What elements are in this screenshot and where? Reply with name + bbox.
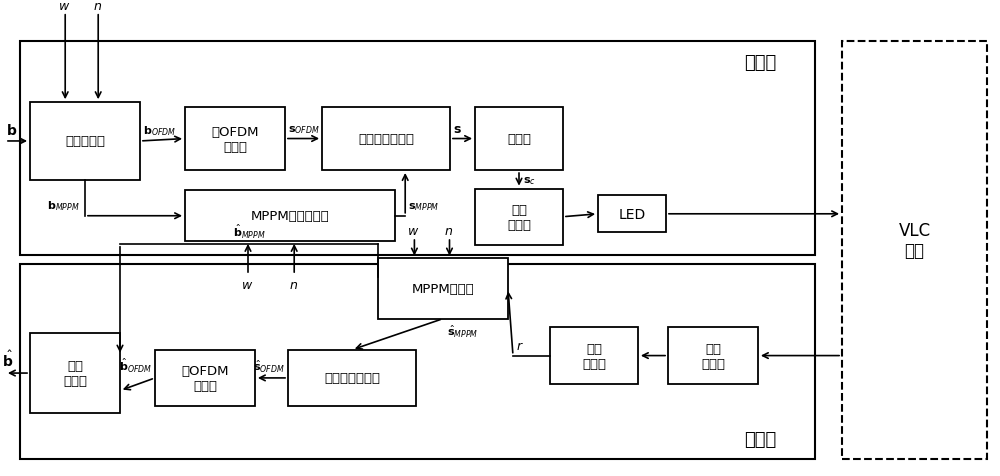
Text: 接收机: 接收机 (744, 430, 776, 448)
Text: $\hat{\mathbf{b}}$: $\hat{\mathbf{b}}$ (2, 349, 13, 369)
Bar (20, 42, 815, 255)
Text: 数据
组合器: 数据 组合器 (63, 359, 87, 387)
Text: $\hat{\mathbf{b}}_{\mathit{MPPM}}$: $\hat{\mathbf{b}}_{\mathit{MPPM}}$ (233, 222, 265, 240)
Text: $\mathbf{b}_{\mathit{MPPM}}$: $\mathbf{b}_{\mathit{MPPM}}$ (47, 198, 80, 212)
Text: 数据分配器: 数据分配器 (65, 135, 105, 148)
Text: $\hat{\mathbf{s}}_{\mathit{MPPM}}$: $\hat{\mathbf{s}}_{\mathit{MPPM}}$ (447, 323, 478, 339)
Text: $w$: $w$ (58, 0, 70, 13)
Text: $n$: $n$ (93, 0, 102, 13)
Bar (475, 189, 563, 245)
Text: $\mathbf{b}_{\mathit{OFDM}}$: $\mathbf{b}_{\mathit{OFDM}}$ (143, 124, 176, 138)
Bar (550, 328, 638, 384)
Text: $\hat{\mathbf{s}}_{\mathit{OFDM}}$: $\hat{\mathbf{s}}_{\mathit{OFDM}}$ (253, 358, 285, 374)
Text: $\mathbf{s}_{\mathit{OFDM}}$: $\mathbf{s}_{\mathit{OFDM}}$ (288, 124, 320, 135)
Text: $n$: $n$ (444, 225, 454, 238)
Bar (322, 108, 450, 171)
Bar (185, 191, 395, 241)
Bar (185, 108, 285, 171)
Text: $\hat{\mathbf{b}}_{\mathit{OFDM}}$: $\hat{\mathbf{b}}_{\mathit{OFDM}}$ (119, 356, 152, 374)
Text: $r$: $r$ (516, 339, 524, 352)
Text: LED: LED (618, 208, 646, 221)
Bar (20, 265, 815, 458)
Text: 发射机: 发射机 (744, 54, 776, 72)
Bar (155, 350, 255, 406)
Text: 截断器: 截断器 (507, 133, 531, 146)
Text: $w$: $w$ (407, 225, 420, 238)
Text: 模数
转换器: 模数 转换器 (582, 342, 606, 370)
Bar (288, 350, 416, 406)
Text: VLC
信道: VLC 信道 (898, 221, 931, 260)
Bar (378, 259, 508, 319)
Bar (668, 328, 758, 384)
Text: $\mathbf{s}_{c}$: $\mathbf{s}_{c}$ (523, 175, 536, 187)
Text: 光电
检测器: 光电 检测器 (701, 342, 725, 370)
Text: $n$: $n$ (289, 278, 298, 291)
Text: 第一极性反转器: 第一极性反转器 (358, 133, 414, 146)
Bar (30, 334, 120, 413)
Text: 光OFDM
调制器: 光OFDM 调制器 (211, 125, 259, 153)
Text: $\mathbf{b}$: $\mathbf{b}$ (6, 123, 17, 138)
Text: 第二极性反转器: 第二极性反转器 (324, 372, 380, 385)
Bar (598, 196, 666, 233)
Text: $w$: $w$ (241, 278, 253, 291)
Bar (30, 103, 140, 180)
Text: MPPM模式选择器: MPPM模式选择器 (251, 210, 329, 223)
Text: 光OFDM
解调器: 光OFDM 解调器 (181, 364, 229, 392)
Bar (475, 108, 563, 171)
Text: $\mathbf{s}_{\mathit{MPPM}}$: $\mathbf{s}_{\mathit{MPPM}}$ (408, 200, 440, 212)
Text: $\mathbf{s}$: $\mathbf{s}$ (453, 122, 462, 135)
Text: MPPM解调器: MPPM解调器 (412, 282, 474, 296)
Text: 数模
转换器: 数模 转换器 (507, 203, 531, 231)
